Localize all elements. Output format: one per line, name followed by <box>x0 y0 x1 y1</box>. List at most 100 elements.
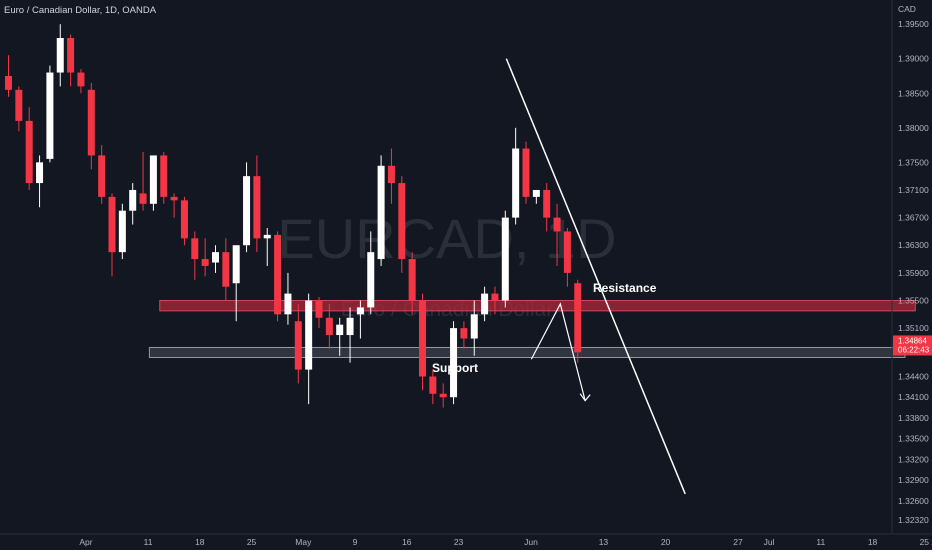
candle-body <box>429 376 437 394</box>
candle-body <box>139 193 147 204</box>
candle[interactable] <box>46 65 54 163</box>
candle[interactable] <box>232 245 240 322</box>
trendline[interactable] <box>505 58 686 495</box>
candle[interactable] <box>356 300 364 339</box>
candle-body <box>336 324 344 336</box>
candle[interactable] <box>77 69 85 94</box>
candle[interactable] <box>419 293 426 391</box>
candle[interactable] <box>367 231 375 315</box>
watermark-symbol: EURCAD, 1D <box>277 207 616 270</box>
candle[interactable] <box>408 252 416 315</box>
candle-body <box>25 120 33 184</box>
y-tick-label: 1.32320 <box>898 515 929 525</box>
candle[interactable] <box>325 303 333 349</box>
candle-body <box>180 200 188 239</box>
candle-body <box>553 217 561 232</box>
candle[interactable] <box>243 162 251 253</box>
x-tick-label: 16 <box>402 537 412 547</box>
candle-body <box>5 75 12 90</box>
candle[interactable] <box>553 203 561 266</box>
candle[interactable] <box>387 148 395 204</box>
candle[interactable] <box>429 369 437 405</box>
x-tick-label: 13 <box>599 537 609 547</box>
candle-body <box>419 300 426 377</box>
candle-body <box>501 217 509 301</box>
candle[interactable] <box>263 227 271 266</box>
support-zone[interactable] <box>148 346 906 358</box>
candle[interactable] <box>67 34 75 87</box>
candle[interactable] <box>450 321 458 405</box>
candle[interactable] <box>180 196 188 246</box>
candle[interactable] <box>470 300 478 356</box>
candle[interactable] <box>543 183 551 232</box>
candle[interactable] <box>87 82 95 170</box>
candle[interactable] <box>294 303 302 384</box>
candle[interactable] <box>222 238 230 301</box>
candle[interactable] <box>315 297 323 329</box>
resistance-zone[interactable] <box>159 300 916 312</box>
candle-body <box>232 245 240 284</box>
candle[interactable] <box>212 245 219 273</box>
candle[interactable] <box>36 155 44 208</box>
candle[interactable] <box>574 279 582 363</box>
candle[interactable] <box>512 127 520 225</box>
candle[interactable] <box>98 145 106 204</box>
candle[interactable] <box>439 383 447 408</box>
candle-body <box>118 210 126 253</box>
x-tick-label: 25 <box>247 537 257 547</box>
candle[interactable] <box>108 193 116 277</box>
x-tick-label: 18 <box>195 537 205 547</box>
candle-body <box>77 72 85 87</box>
candle[interactable] <box>563 227 571 287</box>
candle-body <box>325 317 333 336</box>
candle[interactable] <box>118 203 126 260</box>
candle[interactable] <box>149 155 157 211</box>
candle[interactable] <box>501 210 509 308</box>
candle[interactable] <box>160 151 168 204</box>
candle[interactable] <box>129 183 137 225</box>
x-tick-label: 9 <box>353 537 358 547</box>
candle[interactable] <box>491 286 499 315</box>
candle[interactable] <box>201 238 209 277</box>
candle-body <box>160 155 168 197</box>
candle[interactable] <box>305 293 313 405</box>
candle[interactable] <box>56 24 64 87</box>
candle[interactable] <box>377 155 385 266</box>
candle-body <box>563 231 571 273</box>
candle-body <box>491 293 499 301</box>
candle-body <box>87 89 95 156</box>
candle-body <box>129 189 137 211</box>
candle[interactable] <box>460 321 468 349</box>
candle[interactable] <box>139 151 147 211</box>
candle[interactable] <box>398 176 406 273</box>
current-price-value: 1.34864 <box>898 336 927 345</box>
candle[interactable] <box>15 86 23 132</box>
y-tick-label: 1.34100 <box>898 392 929 402</box>
candle[interactable] <box>481 286 489 322</box>
candle[interactable] <box>25 107 33 190</box>
x-tick-label: 25 <box>920 537 930 547</box>
x-tick-label: Jul <box>764 537 775 547</box>
resistance-label: Resistance <box>593 281 657 295</box>
candle-body <box>15 89 23 121</box>
y-tick-label: 1.33800 <box>898 413 929 423</box>
candle[interactable] <box>336 317 344 356</box>
candle-body <box>460 328 468 339</box>
candle[interactable] <box>253 155 261 253</box>
candle[interactable] <box>284 272 292 325</box>
candle[interactable] <box>532 189 540 204</box>
candle[interactable] <box>274 231 282 322</box>
projection-path[interactable] <box>530 302 586 401</box>
candle-body <box>356 307 364 315</box>
candle-body <box>212 252 219 263</box>
candle-body <box>532 189 540 197</box>
candle-body <box>263 234 271 239</box>
candle[interactable] <box>170 193 178 218</box>
candle[interactable] <box>346 307 354 363</box>
candle[interactable] <box>191 231 199 280</box>
x-tick-label: 23 <box>454 537 464 547</box>
candle[interactable] <box>522 141 530 204</box>
candle[interactable] <box>5 55 12 97</box>
